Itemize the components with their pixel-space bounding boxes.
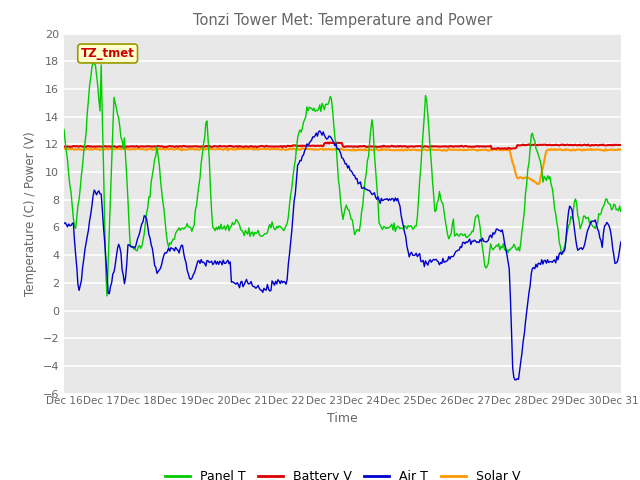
Legend: Panel T, Battery V, Air T, Solar V: Panel T, Battery V, Air T, Solar V — [160, 465, 525, 480]
Text: TZ_tmet: TZ_tmet — [81, 47, 134, 60]
Title: Tonzi Tower Met: Temperature and Power: Tonzi Tower Met: Temperature and Power — [193, 13, 492, 28]
Y-axis label: Temperature (C) / Power (V): Temperature (C) / Power (V) — [24, 132, 37, 296]
X-axis label: Time: Time — [327, 412, 358, 425]
